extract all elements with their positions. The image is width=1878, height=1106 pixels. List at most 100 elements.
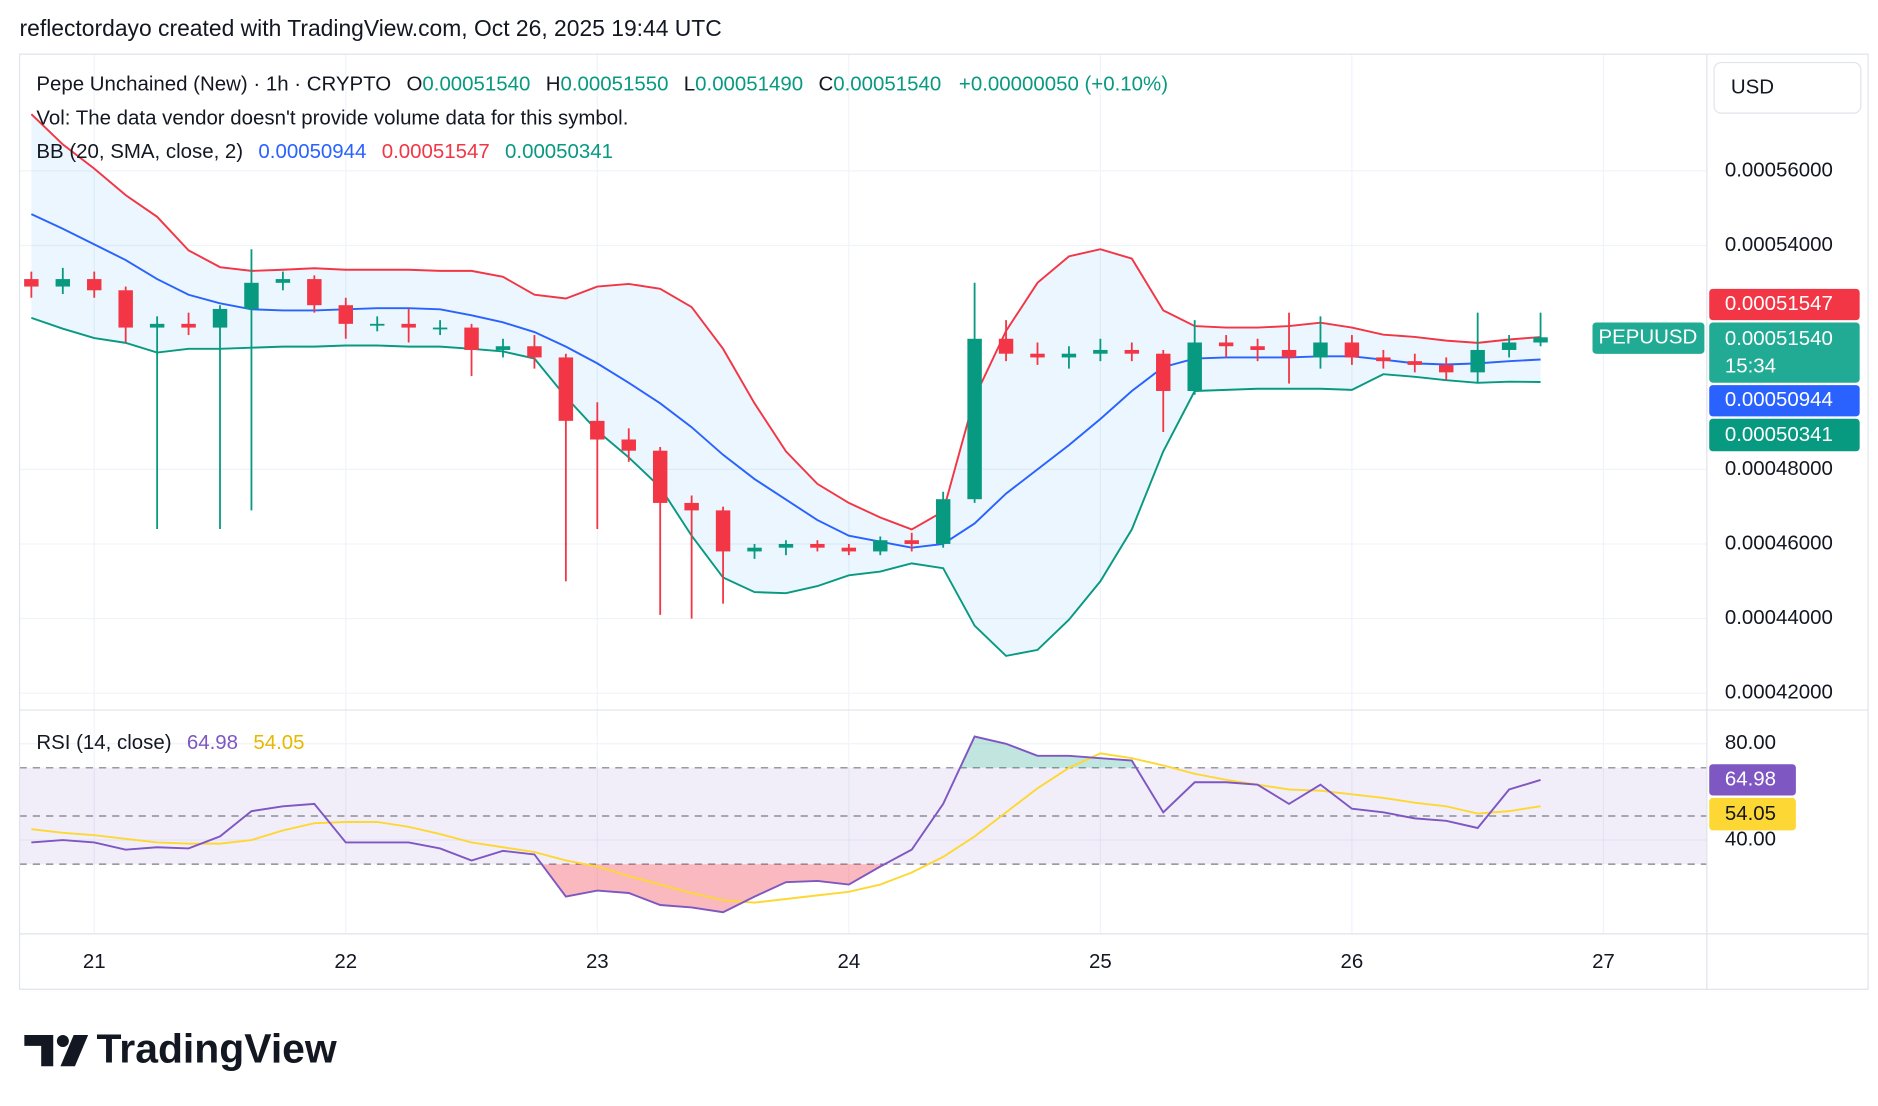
- symbol-legend: Pepe Unchained (New) · 1h · CRYPTO O0.00…: [36, 73, 1168, 96]
- rsi-title: RSI (14, close): [36, 731, 171, 754]
- logo-dot: [56, 1034, 69, 1048]
- candle-body: [1187, 342, 1202, 392]
- x-tick-label: 26: [1341, 950, 1364, 973]
- y-tick-label: 0.00048000: [1725, 457, 1833, 480]
- candle-body: [1533, 337, 1548, 343]
- frame: [18, 53, 1869, 990]
- rsi-ma-line: [31, 752, 1541, 904]
- candle-body: [1124, 349, 1140, 354]
- brand[interactable]: TradingView: [97, 1026, 337, 1072]
- ohlc-value: 0.00051490: [695, 73, 803, 96]
- candle-body: [684, 502, 699, 511]
- ohlc-key: L: [684, 73, 695, 96]
- upper-badge-bg: [1709, 288, 1860, 321]
- candle-body: [558, 357, 574, 421]
- candle-body: [590, 420, 605, 440]
- candle-body: [1093, 349, 1108, 354]
- grid-layer: 21 22 23 24 25 26 27 0.00056000 0.00054000 0.0004…: [19, 54, 1833, 973]
- y-tick-label: 0.00056000: [1725, 158, 1833, 181]
- rsi-badge-bg: [1709, 764, 1796, 796]
- candle-body: [652, 450, 668, 503]
- ticker-tag-bg: [1592, 322, 1705, 354]
- y-tick-label: 80.00: [1725, 731, 1776, 754]
- candle-body: [527, 346, 542, 358]
- candle-body: [1439, 364, 1454, 373]
- vol-legend: Vol: The data vendor doesn't provide vol…: [36, 107, 628, 130]
- candle-body: [495, 346, 511, 350]
- currency[interactable]: USD: [1731, 75, 1774, 98]
- candle-body: [747, 547, 762, 552]
- bb-legend: BB (20, SMA, close, 2) 0.00050944 0.0005…: [36, 140, 613, 163]
- bb-title: BB (20, SMA, close, 2): [36, 140, 243, 163]
- y-tick-label: 0.00054000: [1725, 233, 1833, 256]
- candle-body: [149, 323, 165, 328]
- candle-body: [401, 323, 416, 328]
- logo-slash: [60, 1034, 89, 1067]
- rsi-ma-badge-bg: [1709, 797, 1796, 831]
- candle-body: [432, 327, 448, 330]
- close-badge-bg: [1709, 322, 1860, 383]
- y-tick-label: 40.00: [1725, 827, 1776, 850]
- candle-body: [810, 543, 825, 548]
- y-tick-label: 0.00044000: [1725, 606, 1833, 629]
- bb-value: 0.00050944: [258, 140, 366, 163]
- ohlc-key: H: [546, 73, 561, 96]
- logo-t: [24, 1034, 54, 1067]
- x-tick-label: 25: [1089, 950, 1112, 973]
- ticker-tag: PEPUUSD: [1598, 326, 1697, 349]
- countdown: 15:34: [1725, 354, 1776, 377]
- ohlc-value: 0.00051540: [422, 73, 530, 96]
- lower-badge: 0.00050341: [1725, 423, 1833, 446]
- badge-layer: 0.00051547 PEPUUSD 0.00051540 15:34 0.00…: [1592, 288, 1860, 831]
- candle-body: [1501, 342, 1517, 350]
- candle-body: [1061, 353, 1077, 358]
- candle-body: [935, 499, 951, 544]
- ohlc-value: 0.00051550: [560, 73, 668, 96]
- y-tick-label: 0.00046000: [1725, 531, 1833, 554]
- currency-box[interactable]: [1713, 61, 1862, 114]
- symbol: Pepe Unchained (New) · 1h · CRYPTO: [36, 73, 391, 96]
- candle-body: [1376, 357, 1391, 362]
- candle-body: [118, 290, 133, 328]
- rsi-legend: RSI (14, close) 64.98 54.05: [36, 731, 304, 754]
- candle-body: [1281, 349, 1297, 358]
- candle-body: [181, 323, 196, 328]
- candle-body: [55, 279, 71, 287]
- candle-body: [1030, 353, 1045, 358]
- candle-body: [1344, 342, 1360, 358]
- x-tick-label: 21: [83, 950, 106, 973]
- lower-badge-bg: [1709, 418, 1860, 452]
- candle-body: [338, 305, 353, 324]
- middle-badge: 0.00050944: [1725, 388, 1833, 411]
- middle-badge-bg: [1709, 385, 1860, 417]
- header: reflectordayo created with TradingView.c…: [20, 15, 722, 41]
- x-tick-label: 23: [586, 950, 609, 973]
- rsi-line: [31, 735, 1541, 914]
- oversold-fill: [31, 864, 1541, 913]
- bb-value: 0.00051547: [382, 140, 490, 163]
- x-tick-label: 27: [1592, 950, 1615, 973]
- candle-body: [621, 439, 636, 451]
- candle-body: [904, 540, 919, 544]
- candle-body: [1407, 361, 1423, 365]
- candle-body: [715, 510, 731, 552]
- brand-logo[interactable]: TradingView: [24, 1026, 337, 1072]
- bb-line: [31, 316, 1541, 657]
- ohlc-value: 0.00051540: [833, 73, 941, 96]
- candle-body: [1313, 342, 1328, 358]
- plot-layer: [24, 113, 1548, 914]
- x-tick-label: 22: [334, 950, 357, 973]
- candle-body: [87, 279, 102, 291]
- x-tick-label: 24: [837, 950, 860, 973]
- candle-body: [275, 279, 291, 283]
- ohlc-key: O: [407, 73, 423, 96]
- ohlc-key: C: [818, 73, 833, 96]
- candle-body: [212, 308, 228, 328]
- candle-body: [998, 338, 1014, 354]
- upper-badge: 0.00051547: [1725, 292, 1833, 315]
- candle-body: [778, 543, 794, 548]
- rsi-ma-value: 54.05: [253, 731, 304, 754]
- bb-value: 0.00050341: [505, 140, 613, 163]
